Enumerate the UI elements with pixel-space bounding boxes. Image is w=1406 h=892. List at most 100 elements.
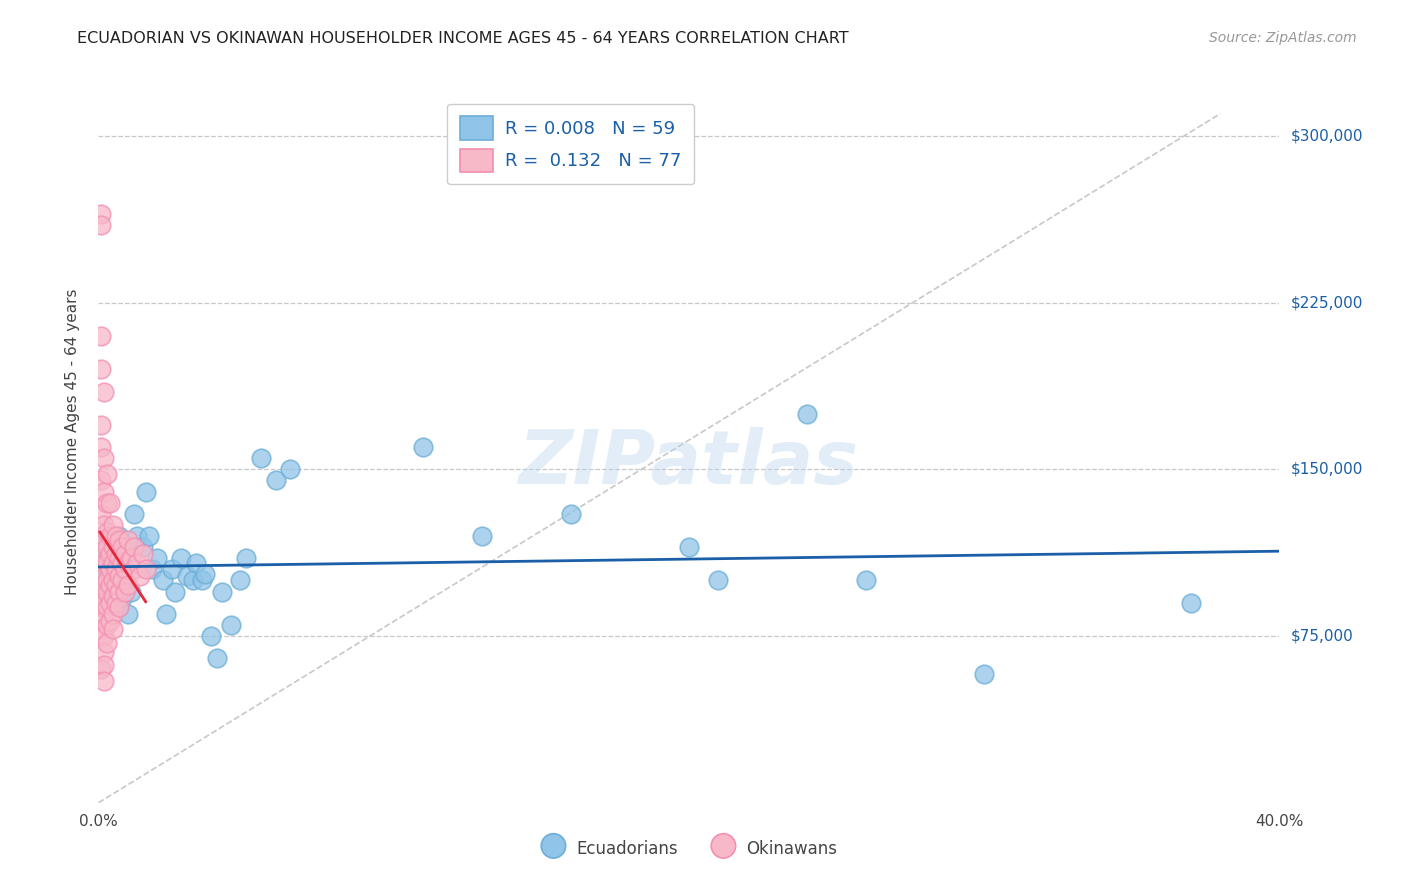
Point bbox=[125, 556, 148, 570]
Point bbox=[98, 529, 121, 543]
Text: $225,000: $225,000 bbox=[1291, 295, 1362, 310]
Point bbox=[111, 574, 134, 588]
Point bbox=[114, 547, 136, 561]
Point bbox=[96, 618, 118, 632]
Point bbox=[103, 569, 125, 583]
Point bbox=[105, 596, 128, 610]
Point bbox=[229, 574, 252, 588]
Text: Source: ZipAtlas.com: Source: ZipAtlas.com bbox=[1209, 31, 1357, 45]
Point bbox=[108, 569, 131, 583]
Point bbox=[108, 529, 131, 543]
Point bbox=[221, 618, 243, 632]
Point bbox=[90, 584, 112, 599]
Point bbox=[96, 556, 118, 570]
Point bbox=[93, 533, 115, 548]
Point bbox=[98, 578, 121, 592]
Point bbox=[98, 614, 121, 628]
Point bbox=[96, 556, 118, 570]
Point bbox=[114, 574, 136, 588]
Point bbox=[98, 596, 121, 610]
Point bbox=[108, 551, 131, 566]
Point bbox=[93, 517, 115, 532]
Point bbox=[103, 556, 125, 570]
Point bbox=[412, 440, 434, 454]
Point bbox=[184, 556, 207, 570]
Point bbox=[108, 600, 131, 615]
Point bbox=[103, 551, 125, 566]
Point bbox=[1180, 596, 1202, 610]
Point bbox=[103, 574, 125, 588]
Point bbox=[98, 547, 121, 561]
Legend: Ecuadorians, Okinawans: Ecuadorians, Okinawans bbox=[533, 830, 845, 867]
Point bbox=[152, 574, 174, 588]
Point bbox=[103, 517, 125, 532]
Point bbox=[93, 657, 115, 672]
Text: $75,000: $75,000 bbox=[1291, 629, 1354, 643]
Point bbox=[707, 574, 730, 588]
Point bbox=[93, 451, 115, 466]
Point bbox=[96, 547, 118, 561]
Point bbox=[125, 529, 148, 543]
Point bbox=[98, 578, 121, 592]
Point bbox=[560, 507, 582, 521]
Point bbox=[96, 496, 118, 510]
Point bbox=[93, 673, 115, 688]
Point bbox=[96, 574, 118, 588]
Point bbox=[111, 562, 134, 576]
Point bbox=[120, 551, 142, 566]
Point bbox=[90, 600, 112, 615]
Point bbox=[103, 589, 125, 603]
Point bbox=[111, 591, 134, 606]
Point bbox=[90, 329, 112, 343]
Point bbox=[132, 540, 155, 554]
Point bbox=[117, 533, 139, 548]
Point bbox=[138, 529, 160, 543]
Point bbox=[90, 474, 112, 488]
Point bbox=[103, 607, 125, 621]
Point bbox=[117, 540, 139, 554]
Point bbox=[165, 584, 187, 599]
Point bbox=[205, 651, 228, 665]
Point bbox=[90, 507, 112, 521]
Point bbox=[90, 662, 112, 676]
Point bbox=[170, 551, 193, 566]
Point bbox=[264, 474, 287, 488]
Point bbox=[181, 574, 204, 588]
Point bbox=[111, 540, 134, 554]
Point bbox=[796, 407, 818, 421]
Point bbox=[120, 584, 142, 599]
Point bbox=[96, 584, 118, 599]
Point bbox=[105, 578, 128, 592]
Point bbox=[98, 584, 121, 599]
Point bbox=[93, 629, 115, 643]
Point bbox=[90, 540, 112, 554]
Point bbox=[132, 547, 155, 561]
Point bbox=[103, 580, 125, 594]
Point bbox=[176, 569, 198, 583]
Point bbox=[90, 562, 112, 576]
Point bbox=[235, 551, 257, 566]
Point bbox=[105, 584, 128, 599]
Point bbox=[93, 484, 115, 499]
Point bbox=[122, 562, 145, 576]
Point bbox=[98, 496, 121, 510]
Point bbox=[146, 551, 169, 566]
Point bbox=[108, 600, 131, 615]
Point bbox=[93, 384, 115, 399]
Point bbox=[96, 600, 118, 615]
Point bbox=[103, 540, 125, 554]
Point bbox=[90, 440, 112, 454]
Point bbox=[98, 562, 121, 576]
Point bbox=[103, 596, 125, 610]
Y-axis label: Householder Income Ages 45 - 64 years: Householder Income Ages 45 - 64 years bbox=[65, 288, 80, 595]
Point bbox=[122, 507, 145, 521]
Point bbox=[93, 645, 115, 659]
Point bbox=[90, 562, 112, 576]
Point bbox=[90, 207, 112, 221]
Point bbox=[96, 566, 118, 581]
Point bbox=[105, 547, 128, 561]
Point bbox=[93, 584, 115, 599]
Point bbox=[90, 540, 112, 554]
Text: $150,000: $150,000 bbox=[1291, 462, 1362, 477]
Point bbox=[155, 607, 177, 621]
